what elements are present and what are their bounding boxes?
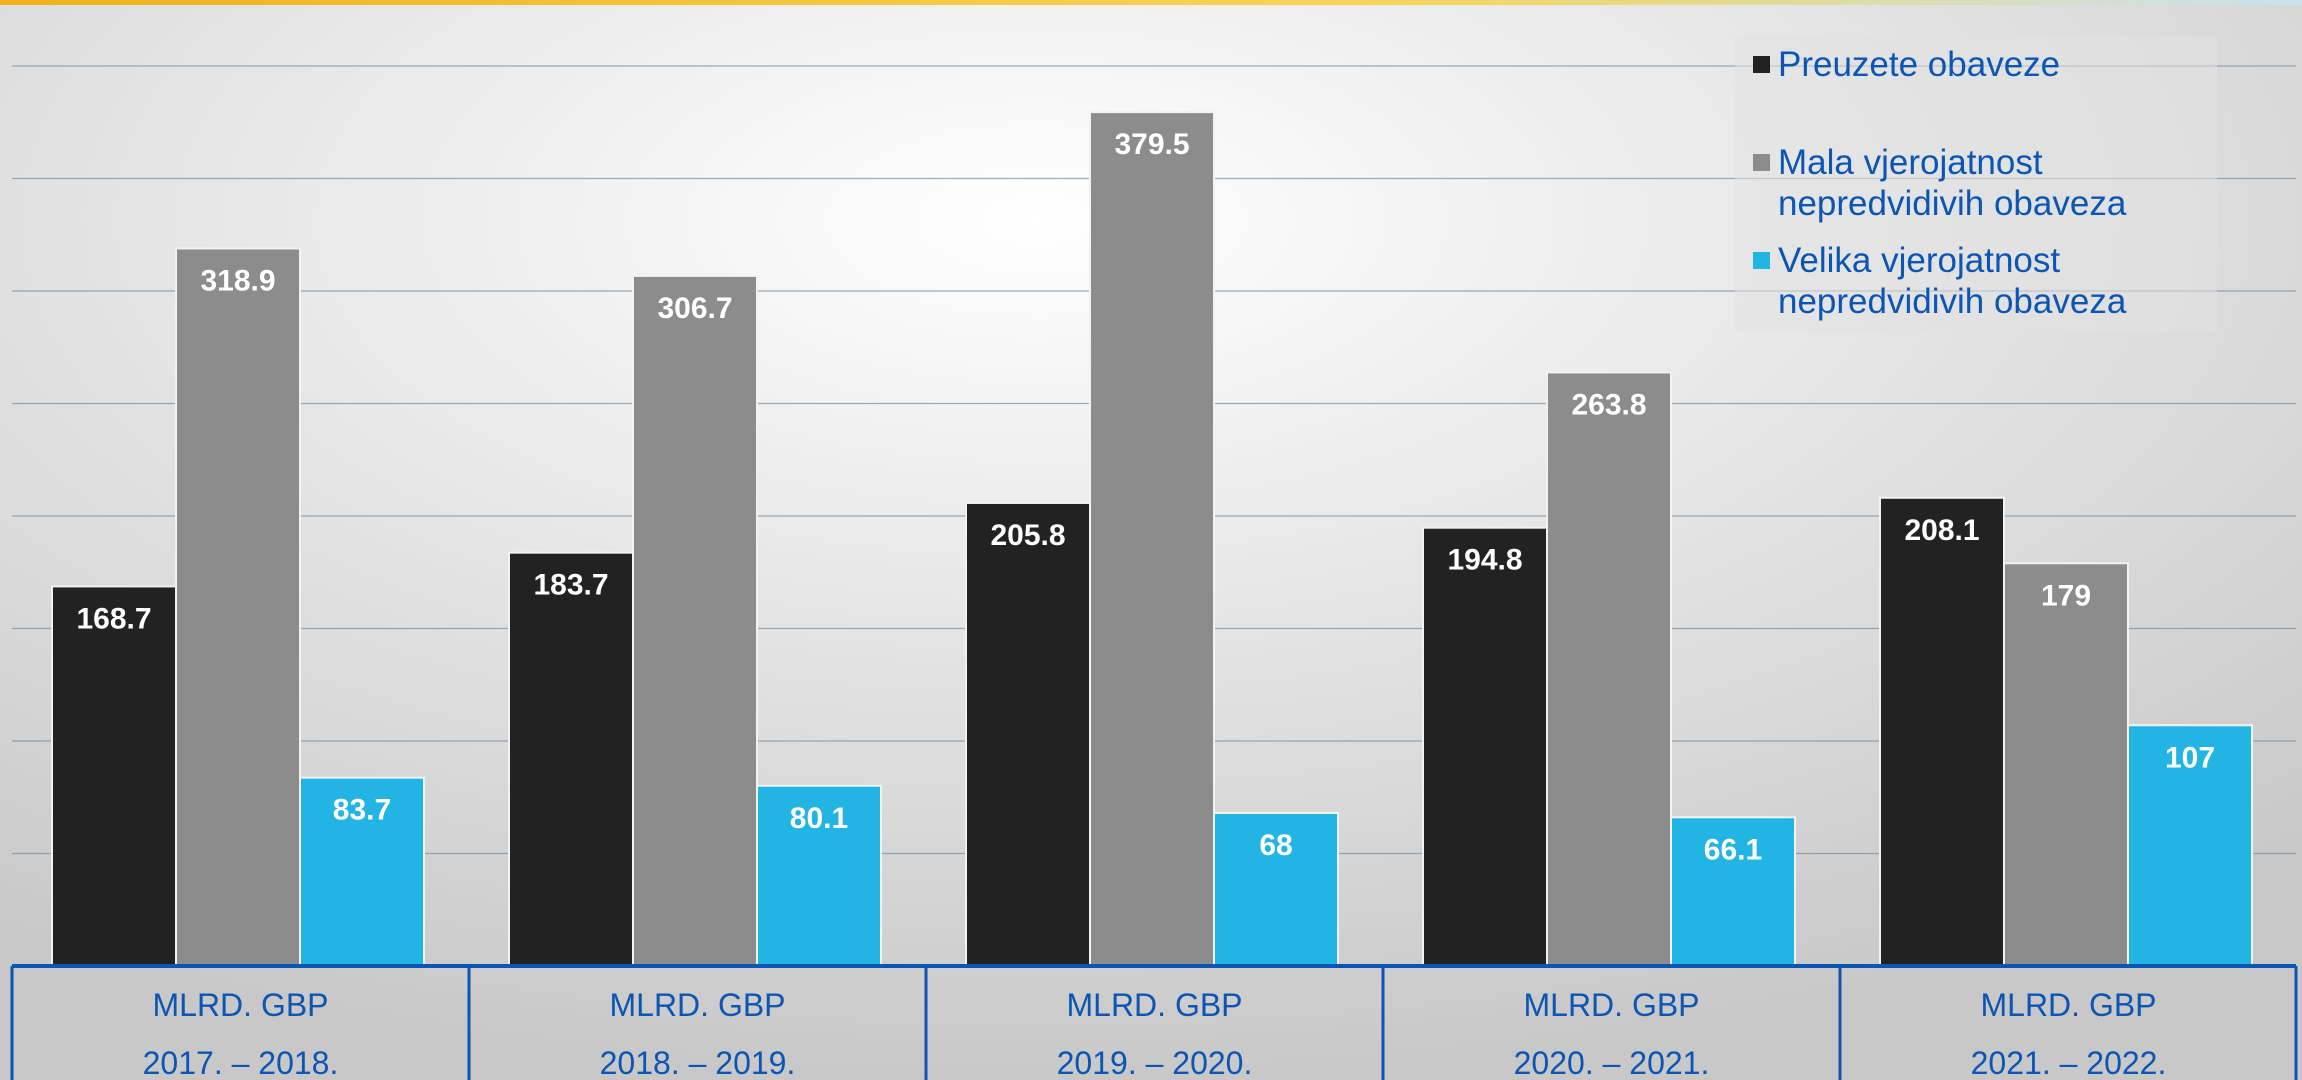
legend-label: Velika vjerojatnost nepredvidivih obavez… bbox=[1778, 241, 2127, 321]
category-label: MLRD. GBP bbox=[152, 987, 328, 1023]
bar bbox=[1422, 526, 1548, 967]
legend-label: Mala vjerojatnost nepredvidivih obaveza bbox=[1778, 143, 2127, 223]
category-axis-table: MLRD. GBP 2017. – 2018. MLRD. GBP 2018. – 2… bbox=[10, 964, 2298, 1080]
data-label: 379.5 bbox=[1114, 128, 1189, 161]
bar bbox=[508, 551, 634, 967]
data-label: 263.8 bbox=[1571, 388, 1646, 421]
legend-swatch bbox=[1753, 56, 1770, 73]
data-label: 194.8 bbox=[1447, 544, 1522, 577]
category-label: MLRD. GBP bbox=[1066, 987, 1242, 1023]
category-label: MLRD. GBP bbox=[609, 987, 785, 1023]
category-label: 2019. – 2020. bbox=[1057, 1045, 1253, 1080]
data-label: 208.1 bbox=[1904, 514, 1979, 547]
bar bbox=[1879, 496, 2005, 967]
category-label: 2017. – 2018. bbox=[143, 1045, 339, 1080]
category-label: MLRD. GBP bbox=[1523, 987, 1699, 1023]
data-label: 183.7 bbox=[533, 569, 608, 602]
category-label: MLRD. GBP bbox=[1980, 987, 2156, 1023]
category-label: 2018. – 2019. bbox=[600, 1045, 796, 1080]
data-label: 68 bbox=[1259, 829, 1292, 862]
category-label: 2020. – 2021. bbox=[1514, 1045, 1710, 1080]
legend-item: Preuzete obaveze bbox=[1753, 44, 2178, 85]
data-label: 107 bbox=[2165, 741, 2215, 774]
data-label: 83.7 bbox=[333, 794, 391, 827]
bar bbox=[2003, 562, 2129, 967]
category-label: 2021. – 2022. bbox=[1971, 1045, 2167, 1080]
bar bbox=[51, 585, 177, 967]
data-label: 205.8 bbox=[990, 519, 1065, 552]
bar bbox=[175, 247, 301, 968]
data-label: 66.1 bbox=[1704, 833, 1762, 866]
data-label: 306.7 bbox=[657, 292, 732, 325]
data-label: 168.7 bbox=[76, 602, 151, 635]
legend-item: Velika vjerojatnost nepredvidivih obavez… bbox=[1753, 240, 2178, 322]
bar bbox=[1546, 371, 1672, 967]
legend-swatch bbox=[1753, 154, 1770, 171]
bar bbox=[756, 784, 882, 968]
bar bbox=[1670, 816, 1796, 968]
data-label: 179 bbox=[2041, 579, 2091, 612]
legend-label: Preuzete obaveze bbox=[1778, 45, 2061, 84]
bar bbox=[2127, 724, 2253, 967]
data-label: 80.1 bbox=[790, 802, 848, 835]
legend-swatch bbox=[1753, 252, 1770, 269]
bar bbox=[1089, 111, 1215, 967]
top-accent-strip bbox=[0, 0, 2302, 5]
bar bbox=[632, 274, 758, 967]
legend-item: Mala vjerojatnost nepredvidivih obaveza bbox=[1753, 142, 2178, 224]
bar bbox=[1213, 812, 1339, 967]
data-label: 318.9 bbox=[200, 264, 275, 297]
bar bbox=[965, 501, 1091, 967]
legend: Preuzete obaveze Mala vjerojatnost nepred… bbox=[1735, 36, 2217, 332]
